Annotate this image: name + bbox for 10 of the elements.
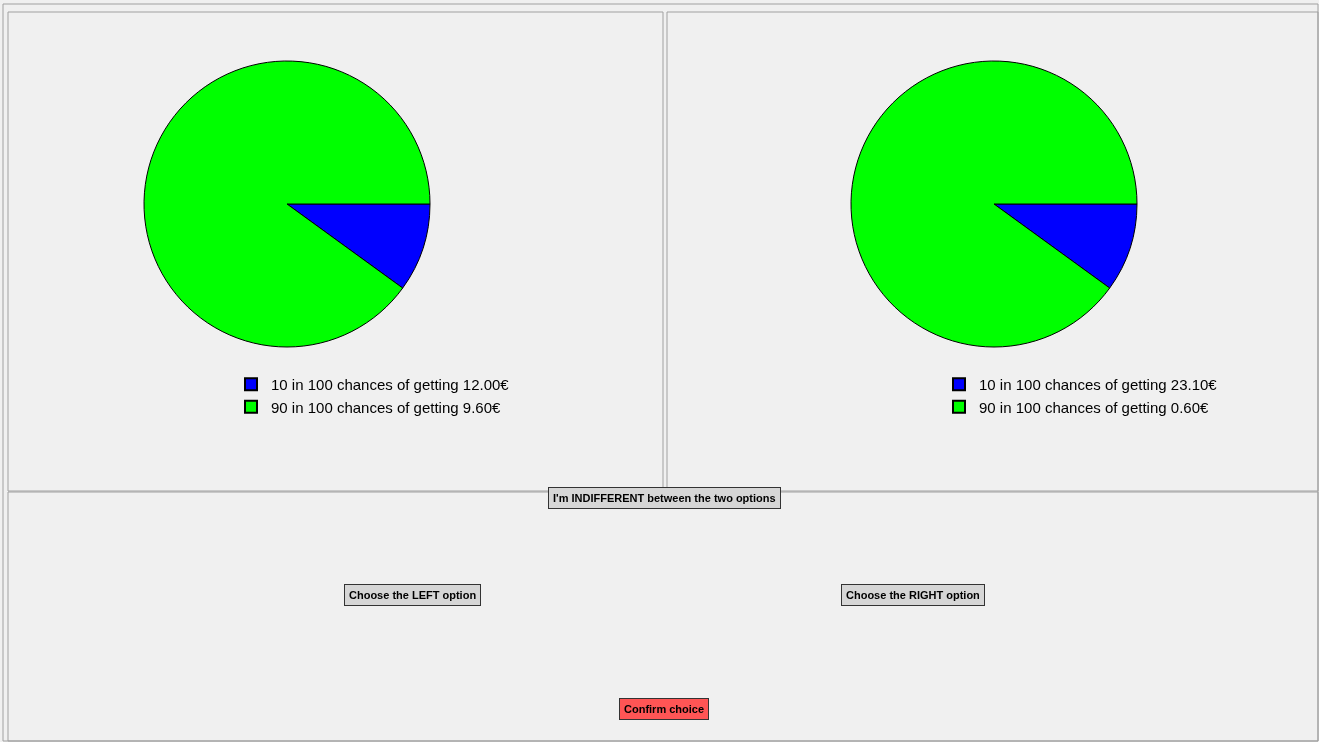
- pie-slice: [143, 60, 431, 348]
- text: Choose the LEFT option: [349, 589, 477, 601]
- legend-label: 10 in 100 chances of getting 23.10€: [979, 376, 1218, 394]
- legend-label: 90 in 100 chances of getting 9.60€: [271, 398, 501, 416]
- legend-label: 10 in 100 chances of getting 12.00€: [271, 376, 510, 394]
- pie-slice: [850, 60, 1138, 348]
- text: I'm INDIFFERENT between the two options: [553, 492, 776, 504]
- legend-label: 90 in 100 chances of getting 0.60€: [979, 398, 1209, 416]
- text: Confirm choice: [624, 703, 705, 715]
- text: Choose the RIGHT option: [846, 589, 981, 601]
